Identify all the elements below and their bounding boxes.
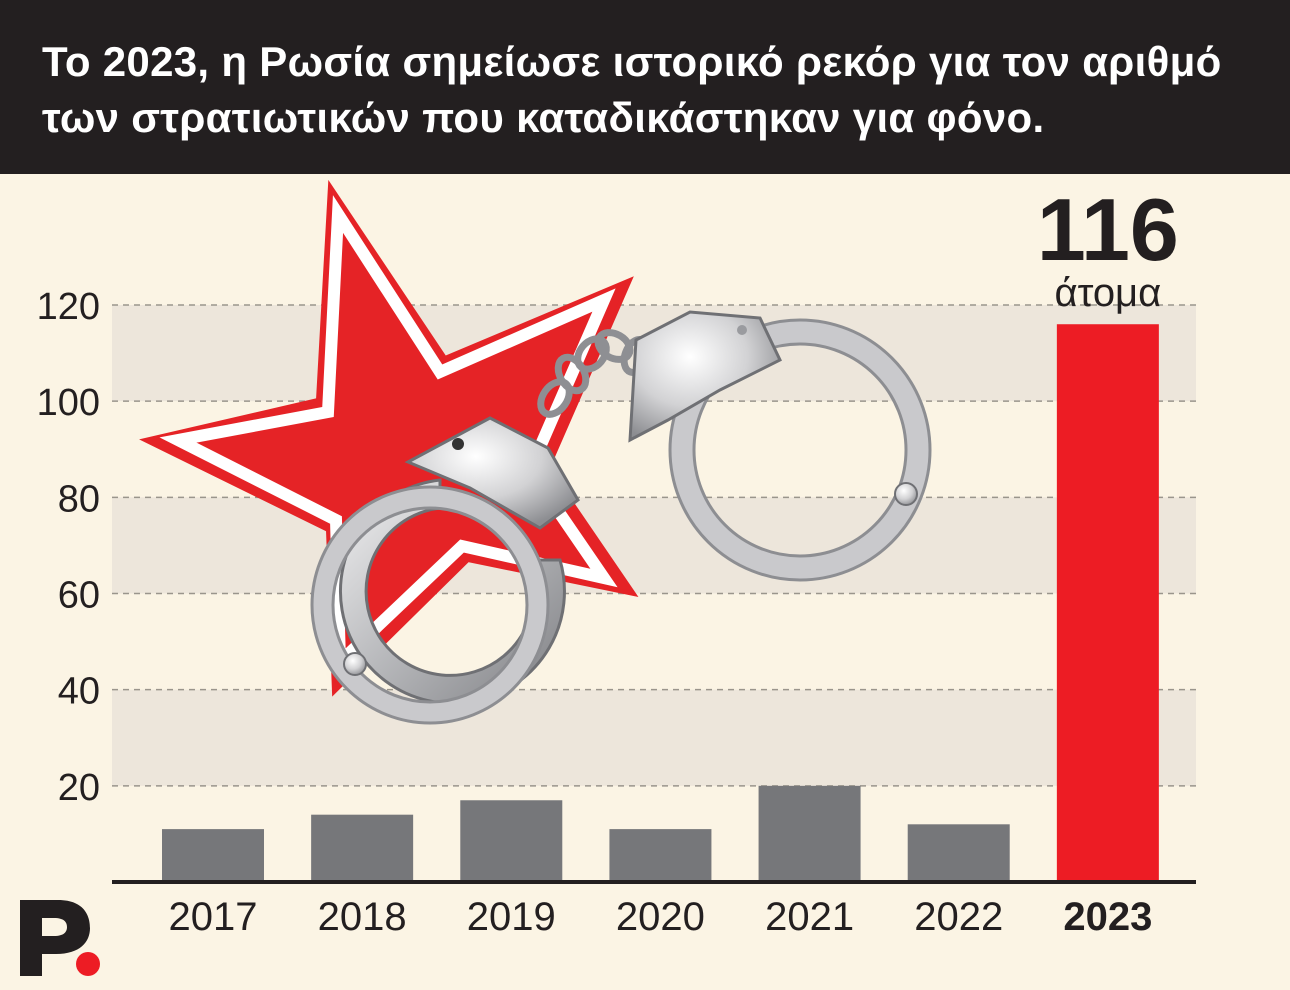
title-line-2: των στρατιωτικών που καταδικάστηκαν για … (42, 94, 1045, 141)
red-star-handcuffs-icon (139, 179, 932, 725)
highlight-unit: άτομα (1054, 271, 1161, 315)
y-tick-label: 40 (58, 671, 100, 713)
bar-2023 (1056, 324, 1159, 882)
x-tick-label: 2022 (914, 895, 1003, 939)
x-tick-label: 2019 (467, 895, 556, 939)
x-tick-label: 2023 (1063, 895, 1152, 939)
highlight-value: 116 (1037, 180, 1179, 279)
x-axis-ticks: 2017 2018 2019 2020 2021 2022 2023 (169, 895, 1153, 939)
y-tick-label: 60 (58, 575, 100, 617)
x-tick-label: 2017 (169, 895, 258, 939)
bar-2018 (311, 814, 414, 882)
bars (162, 324, 1159, 882)
header-bar: Το 2023, η Ρωσία σημείωσε ιστορικό ρεκόρ… (0, 0, 1290, 174)
bar-2022 (907, 824, 1010, 882)
bar-2021 (758, 785, 861, 882)
bar-2020 (609, 829, 712, 882)
title-line-1: Το 2023, η Ρωσία σημείωσε ιστορικό ρεκόρ… (42, 38, 1222, 85)
bar-2019 (460, 800, 563, 882)
handcuffs-icon (310, 310, 932, 725)
y-axis-ticks: 20 40 60 80 100 120 (37, 286, 100, 809)
y-tick-label: 20 (58, 767, 100, 809)
star-icon (139, 179, 639, 697)
y-tick-label: 100 (37, 382, 100, 424)
x-tick-label: 2018 (318, 895, 407, 939)
p-logo-icon (20, 900, 100, 976)
background-band (112, 497, 1196, 594)
y-tick-label: 80 (58, 478, 100, 520)
y-tick-label: 120 (37, 286, 100, 328)
x-tick-label: 2021 (765, 895, 854, 939)
chart-title: Το 2023, η Ρωσία σημείωσε ιστορικό ρεκόρ… (42, 34, 1262, 146)
x-tick-label: 2020 (616, 895, 705, 939)
background-band (112, 689, 1196, 786)
bar-2017 (162, 829, 264, 882)
